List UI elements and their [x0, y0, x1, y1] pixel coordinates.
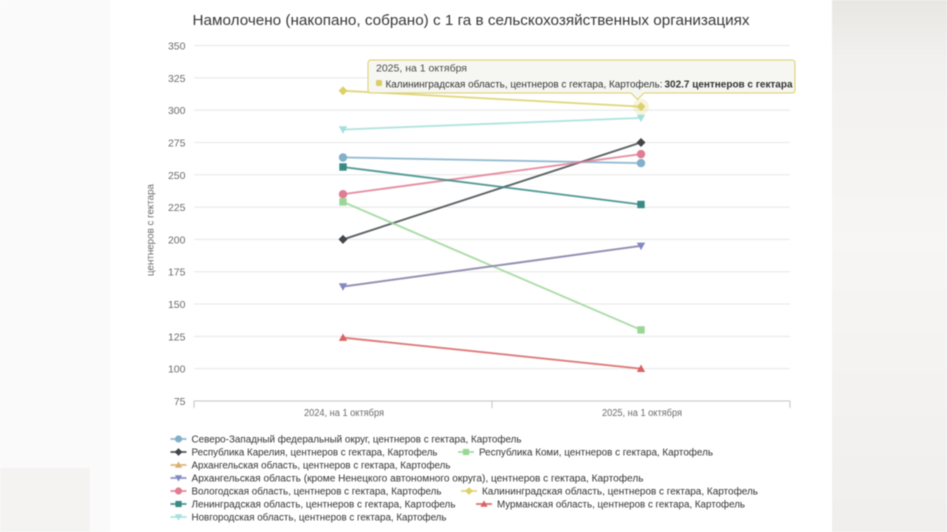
svg-text:350: 350 — [168, 41, 186, 53]
svg-text:75: 75 — [174, 396, 186, 408]
svg-text:2025, на 1 октября: 2025, на 1 октября — [376, 64, 467, 75]
svg-text:Калининградская область, центн: Калининградская область, центнеров с гек… — [386, 79, 663, 91]
svg-text:200: 200 — [168, 234, 186, 246]
svg-text:Калининградская область, центн: Калининградская область, центнеров с гек… — [482, 486, 758, 498]
svg-text:302.7 центнеров с гектара: 302.7 центнеров с гектара — [665, 80, 793, 91]
svg-text:центнеров с гектара: центнеров с гектара — [145, 184, 157, 276]
svg-text:2025, на 1 октября: 2025, на 1 октября — [602, 407, 682, 419]
svg-text:300: 300 — [168, 105, 186, 117]
svg-text:125: 125 — [168, 331, 186, 343]
svg-text:Архангельская область, центнер: Архангельская область, центнеров с гекта… — [192, 460, 451, 472]
svg-text:325: 325 — [168, 73, 186, 85]
svg-text:2024, на 1 октября: 2024, на 1 октября — [304, 407, 384, 419]
svg-text:Мурманская область, центнеров: Мурманская область, центнеров с гектара,… — [497, 499, 745, 511]
svg-text:Намолочено (накопано, собрано): Намолочено (накопано, собрано) с 1 га в … — [193, 12, 751, 29]
svg-text:150: 150 — [168, 299, 186, 311]
svg-text:Республика Карелия, центнеров: Республика Карелия, центнеров с гектара,… — [192, 447, 438, 459]
svg-text:275: 275 — [168, 137, 186, 149]
svg-text:Ленинградская область, центнер: Ленинградская область, центнеров с гекта… — [192, 499, 456, 511]
svg-text:Вологодская область, центнеров: Вологодская область, центнеров с гектара… — [192, 486, 442, 498]
svg-text:225: 225 — [168, 202, 186, 214]
svg-text:Северо-Западный федеральный ок: Северо-Западный федеральный округ, центн… — [192, 434, 522, 446]
svg-text:100: 100 — [168, 364, 186, 376]
svg-text:Республика Коми, центнеров с г: Республика Коми, центнеров с гектара, Ка… — [479, 447, 713, 459]
svg-text:175: 175 — [168, 267, 186, 279]
svg-text:250: 250 — [168, 170, 186, 182]
svg-text:Архангельская область (кроме Н: Архангельская область (кроме Ненецкого а… — [192, 473, 644, 485]
svg-text:Новгородская область, центнеро: Новгородская область, центнеров с гектар… — [192, 512, 447, 524]
